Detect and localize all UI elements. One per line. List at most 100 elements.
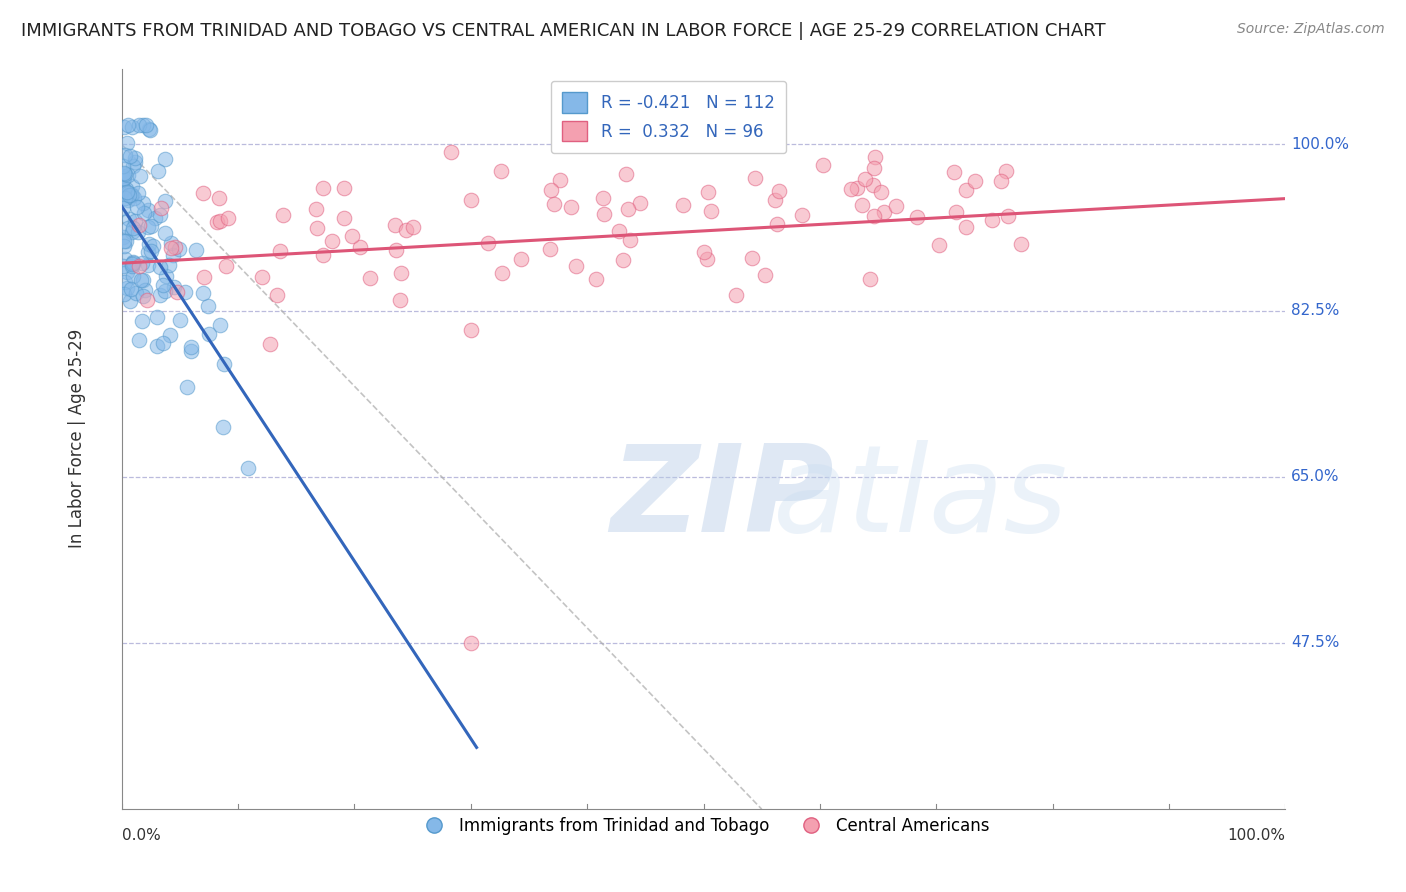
Legend: Immigrants from Trinidad and Tobago, Central Americans: Immigrants from Trinidad and Tobago, Cen… <box>411 810 997 841</box>
Point <box>128 333 150 347</box>
Point <box>121 179 143 194</box>
Point <box>139 244 162 258</box>
Point <box>197 299 219 313</box>
Point <box>955 220 977 235</box>
Point <box>980 212 1002 227</box>
Point <box>180 340 202 354</box>
Point <box>162 280 184 294</box>
Point <box>870 185 893 199</box>
Point <box>307 220 329 235</box>
Point <box>440 145 463 160</box>
Point <box>176 380 198 394</box>
Point <box>853 172 876 186</box>
Point <box>209 214 232 228</box>
Point <box>117 211 139 226</box>
Text: atlas: atlas <box>773 440 1069 557</box>
Point <box>117 194 139 208</box>
Point <box>121 225 143 239</box>
Point <box>193 286 215 301</box>
Point <box>117 186 139 200</box>
Point <box>388 293 411 308</box>
Point <box>112 234 135 248</box>
Point <box>565 259 588 273</box>
Point <box>111 159 134 173</box>
Point <box>111 169 134 184</box>
Point <box>862 178 884 192</box>
Point <box>942 165 965 179</box>
Point <box>460 193 482 207</box>
Text: 65.0%: 65.0% <box>1291 469 1340 484</box>
Point <box>139 123 162 137</box>
Point <box>184 243 207 257</box>
Point <box>333 211 356 225</box>
Text: ZIP: ZIP <box>610 440 834 557</box>
Point <box>198 326 221 341</box>
Point <box>132 195 155 210</box>
Point <box>543 197 565 211</box>
Point <box>863 209 886 223</box>
Point <box>846 181 869 195</box>
Point <box>538 242 561 256</box>
Point <box>217 211 239 225</box>
Point <box>349 240 371 254</box>
Point <box>269 244 291 258</box>
Point <box>152 277 174 292</box>
Point <box>120 281 142 295</box>
Point <box>127 225 149 239</box>
Point <box>143 211 166 226</box>
Point <box>124 214 146 228</box>
Point <box>129 169 152 184</box>
Point <box>127 186 149 200</box>
Point <box>115 185 138 199</box>
Point <box>114 275 136 289</box>
Point <box>115 188 138 202</box>
Point <box>851 197 873 211</box>
Point <box>124 151 146 165</box>
Point <box>724 288 747 302</box>
Point <box>134 206 156 220</box>
Point <box>873 204 896 219</box>
Point <box>121 120 143 134</box>
Point <box>169 312 191 326</box>
Point <box>607 224 630 238</box>
Point <box>174 285 197 300</box>
Point <box>312 248 335 262</box>
Point <box>884 199 907 213</box>
Point <box>155 268 177 283</box>
Point <box>117 281 139 295</box>
Point <box>592 207 614 221</box>
Point <box>159 328 181 343</box>
Point <box>121 268 143 283</box>
Point <box>166 285 188 299</box>
Point <box>121 188 143 202</box>
Point <box>152 335 174 350</box>
Point <box>162 248 184 262</box>
Point <box>763 193 786 207</box>
Point <box>118 149 141 163</box>
Point <box>146 339 169 353</box>
Point <box>112 169 135 184</box>
Point <box>592 191 614 205</box>
Point <box>111 259 134 273</box>
Point <box>236 460 259 475</box>
Point <box>138 122 160 136</box>
Point <box>384 218 406 232</box>
Point <box>696 252 718 266</box>
Point <box>132 289 155 303</box>
Point <box>112 286 135 301</box>
Point <box>333 181 356 195</box>
Text: 0.0%: 0.0% <box>122 828 160 843</box>
Point <box>120 294 142 309</box>
Point <box>131 273 153 287</box>
Point <box>205 215 228 229</box>
Point <box>672 198 695 212</box>
Point <box>134 283 156 297</box>
Point <box>305 202 328 216</box>
Text: IMMIGRANTS FROM TRINIDAD AND TOBAGO VS CENTRAL AMERICAN IN LABOR FORCE | AGE 25-: IMMIGRANTS FROM TRINIDAD AND TOBAGO VS C… <box>21 22 1105 40</box>
Point <box>125 200 148 214</box>
Point <box>122 255 145 269</box>
Point <box>477 236 499 251</box>
Point <box>955 183 977 197</box>
Point <box>153 152 176 166</box>
Point <box>122 159 145 173</box>
